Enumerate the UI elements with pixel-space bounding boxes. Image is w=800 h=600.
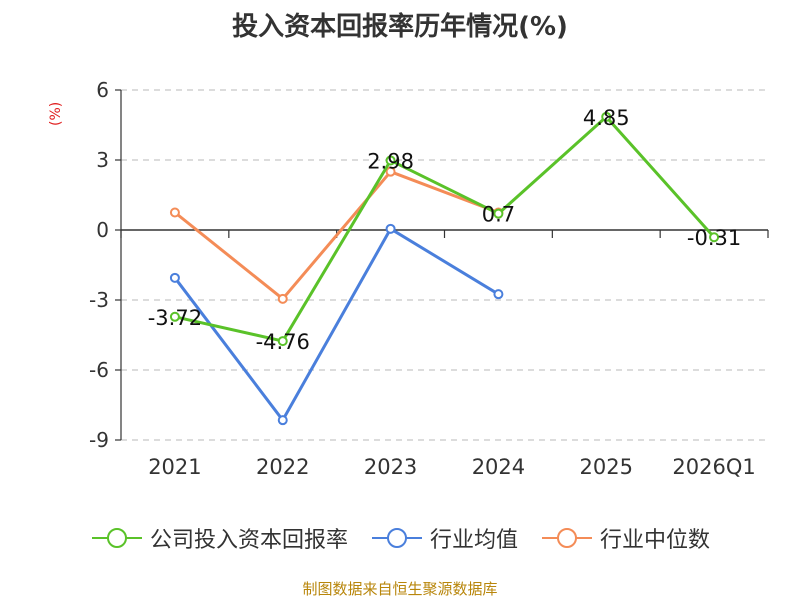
data-label: -4.76 <box>256 330 310 354</box>
legend-item-industry-mean[interactable]: 行业均值 <box>370 522 518 554</box>
y-tick-label: 3 <box>96 148 109 172</box>
x-tick-label: 2026Q1 <box>672 455 755 479</box>
y-tick-label: 0 <box>96 218 109 242</box>
x-tick-label: 2022 <box>256 455 309 479</box>
data-point <box>709 232 720 243</box>
x-tick-label: 2023 <box>364 455 417 479</box>
data-label: -3.72 <box>148 306 202 330</box>
y-tick-label: 6 <box>96 78 109 102</box>
y-tick-label: -3 <box>89 288 109 312</box>
series-lines <box>169 111 720 426</box>
legend-industry-mean-icon <box>371 528 422 548</box>
data-point <box>277 415 288 426</box>
legend-item-industry-median[interactable]: 行业中位数 <box>540 522 710 554</box>
axes: 6 3 0 -3 -6 -9 2021 2022 2023 2024 2025 2026Q1 <box>89 78 769 479</box>
series-line <box>173 227 500 422</box>
data-label: 4.85 <box>583 106 630 130</box>
source-note: 制图数据来自恒生聚源数据库 <box>302 580 498 598</box>
data-label: 2.98 <box>367 149 414 173</box>
legend-company-icon <box>91 528 142 548</box>
data-label: -0.31 <box>687 226 741 250</box>
data-point <box>385 155 396 166</box>
x-tick-label: 2025 <box>580 455 633 479</box>
legend-industry-mean-label: 行业均值 <box>429 528 518 553</box>
series-line <box>174 115 716 343</box>
legend-company-label: 公司投入资本回报率 <box>149 528 348 553</box>
legend-industry-median-icon <box>542 528 592 548</box>
data-point <box>385 166 396 177</box>
data-point <box>493 289 504 300</box>
data-point <box>277 293 288 304</box>
data-labels: -3.72 -4.76 2.98 0.7 4.85 -0.31 <box>148 106 742 354</box>
legend-item-company[interactable]: 公司投入资本回报率 <box>90 522 348 554</box>
series-line <box>173 170 499 301</box>
x-tick-label: 2021 <box>148 455 201 479</box>
grid-lines <box>121 89 768 441</box>
y-tick-label: -9 <box>89 428 109 452</box>
data-point <box>169 272 180 283</box>
data-point <box>169 207 180 218</box>
legend: 公司投入资本回报率 行业均值 行业中位数 <box>0 520 800 556</box>
data-point <box>493 208 504 219</box>
data-point <box>169 311 180 322</box>
legend-industry-median-label: 行业中位数 <box>600 528 711 553</box>
data-point <box>277 336 288 347</box>
data-label: 0.7 <box>482 203 515 227</box>
x-tick-label: 2024 <box>472 455 525 479</box>
data-point <box>601 111 612 122</box>
y-tick-label: -6 <box>89 358 109 382</box>
data-point <box>385 223 396 234</box>
chart-title: 投入资本回报率历年情况(%) <box>232 12 568 42</box>
